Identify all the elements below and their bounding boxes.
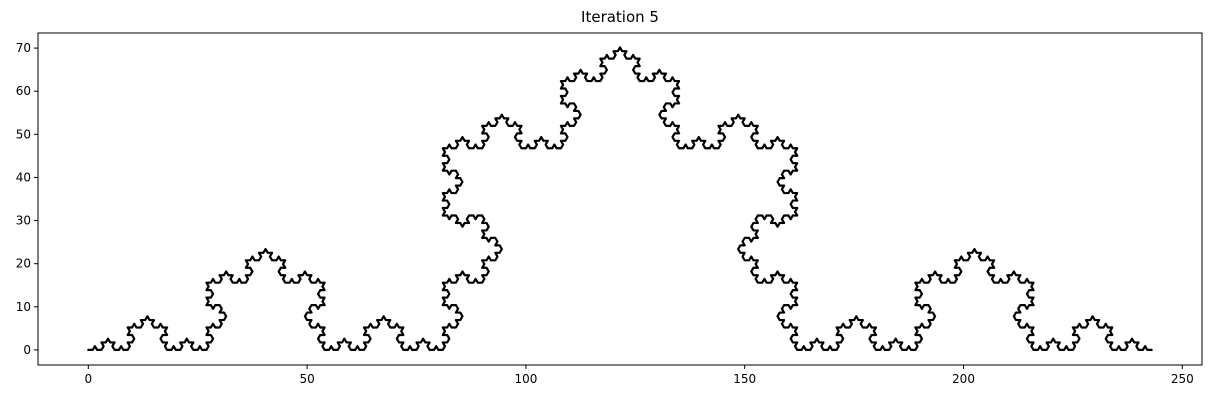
x-axis: 0 50 100 150 200 250 — [85, 365, 1194, 386]
y-tick-label: 30 — [16, 214, 31, 228]
x-tick-label: 250 — [1171, 372, 1194, 386]
y-tick-label: 70 — [16, 41, 31, 55]
y-tick-label: 0 — [23, 343, 31, 357]
koch-curve-line — [87, 46, 1153, 352]
x-tick-label: 200 — [952, 372, 975, 386]
chart-title: Iteration 5 — [581, 8, 659, 26]
x-tick-label: 150 — [733, 372, 756, 386]
x-tick-label: 100 — [514, 372, 537, 386]
y-tick-label: 50 — [16, 127, 31, 141]
plot-lines — [87, 46, 1153, 352]
x-tick-label: 0 — [85, 372, 93, 386]
x-tick-label: 50 — [299, 372, 314, 386]
y-tick-label: 60 — [16, 84, 31, 98]
y-tick-label: 40 — [16, 170, 31, 184]
y-tick-label: 10 — [16, 300, 31, 314]
y-tick-label: 20 — [16, 257, 31, 271]
y-axis: 0 10 20 30 40 50 60 70 — [16, 41, 38, 357]
plot-area — [37, 32, 1203, 366]
